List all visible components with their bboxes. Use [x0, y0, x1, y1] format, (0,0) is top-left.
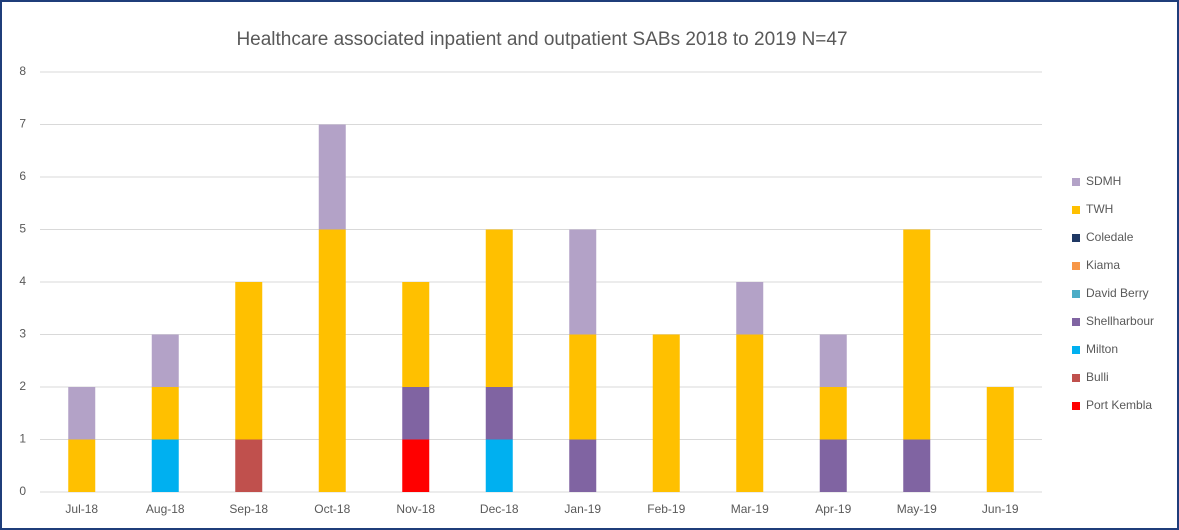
y-tick-label: 0: [19, 484, 26, 498]
bar-segment: [736, 282, 764, 335]
legend-label: Shellharbour: [1086, 314, 1154, 328]
y-tick-label: 5: [19, 222, 26, 236]
bar-segment: [485, 229, 513, 387]
y-tick-label: 7: [19, 117, 26, 131]
chart-title: Healthcare associated inpatient and outp…: [236, 29, 847, 50]
bar-segment: [68, 439, 96, 492]
bar-segment: [819, 387, 847, 440]
bar-segment: [402, 439, 430, 492]
legend-swatch: [1072, 346, 1080, 354]
y-tick-label: 6: [19, 169, 26, 183]
legend-label: Bulli: [1086, 370, 1109, 384]
bar-segment: [819, 334, 847, 387]
bar-segment: [569, 439, 597, 492]
bar-segment: [903, 229, 931, 440]
x-tick-label: Mar-19: [731, 502, 769, 516]
legend-label: Kiama: [1086, 258, 1120, 272]
y-tick-label: 1: [19, 432, 26, 446]
y-tick-label: 3: [19, 327, 26, 341]
x-tick-label: Feb-19: [647, 502, 685, 516]
x-tick-label: Jan-19: [564, 502, 601, 516]
legend-label: David Berry: [1086, 286, 1149, 300]
x-tick-label: Dec-18: [480, 502, 519, 516]
x-tick-label: May-19: [897, 502, 937, 516]
bar-segment: [819, 439, 847, 492]
legend-swatch: [1072, 262, 1080, 270]
bar-segment: [485, 439, 513, 492]
legend-label: TWH: [1086, 202, 1113, 216]
legend-swatch: [1072, 206, 1080, 214]
bar-segment: [569, 229, 597, 335]
legend-swatch: [1072, 290, 1080, 298]
x-tick-label: Aug-18: [146, 502, 185, 516]
legend-label: Milton: [1086, 342, 1118, 356]
y-tick-label: 2: [19, 379, 26, 393]
legend-swatch: [1072, 374, 1080, 382]
bar-segment: [569, 334, 597, 440]
bar-segment: [402, 387, 430, 440]
bar-segment: [736, 334, 764, 492]
legend-swatch: [1072, 402, 1080, 410]
bar-segment: [652, 334, 680, 492]
x-tick-label: Jul-18: [65, 502, 98, 516]
x-tick-label: Oct-18: [314, 502, 350, 516]
bar-segment: [235, 439, 263, 492]
x-tick-label: Nov-18: [396, 502, 435, 516]
bar-segment: [68, 387, 96, 440]
bar-segment: [151, 387, 179, 440]
x-tick-label: Apr-19: [815, 502, 851, 516]
y-tick-label: 8: [19, 64, 26, 78]
legend-label: Coledale: [1086, 230, 1134, 244]
bar-segment: [402, 282, 430, 387]
y-tick-label: 4: [19, 274, 26, 288]
x-tick-label: Jun-19: [982, 502, 1019, 516]
bar-segment: [903, 439, 931, 492]
legend-swatch: [1072, 318, 1080, 326]
bar-segment: [318, 124, 346, 230]
legend-label: Port Kembla: [1086, 398, 1152, 412]
legend-swatch: [1072, 178, 1080, 186]
bar-segment: [986, 387, 1014, 492]
bar-segment: [151, 439, 179, 492]
bar-segment: [151, 334, 179, 387]
bar-segment: [235, 282, 263, 440]
bar-segment: [318, 229, 346, 492]
bar-segment: [485, 387, 513, 440]
legend-swatch: [1072, 234, 1080, 242]
legend-label: SDMH: [1086, 174, 1121, 188]
x-tick-label: Sep-18: [229, 502, 268, 516]
